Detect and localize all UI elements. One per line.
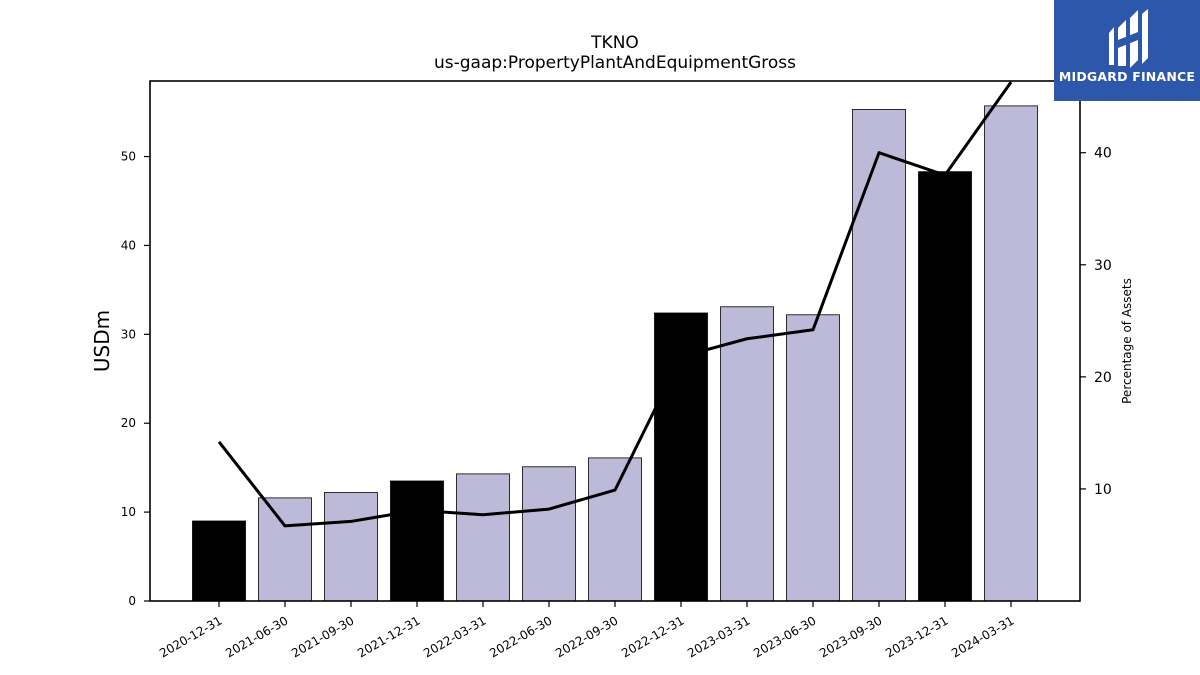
bar-2021-09-30 [324, 492, 378, 602]
bar-2023-03-31 [720, 306, 774, 602]
x-tick-label: 2021-06-30 [223, 613, 290, 660]
y-axis-label: USDm [90, 310, 114, 372]
bar-2022-03-31 [456, 473, 510, 602]
bar-2022-12-31 [654, 312, 708, 602]
y-tick-label: 10 [121, 505, 136, 519]
chart-subtitle: us-gaap:PropertyPlantAndEquipmentGross [434, 53, 796, 73]
y-tick-label: 50 [121, 150, 136, 164]
bar-2022-09-30 [588, 457, 642, 602]
x-tick-label: 2022-06-30 [487, 613, 554, 660]
x-tick-label: 2021-12-31 [355, 613, 422, 660]
y2-axis-label: Percentage of Assets [1120, 278, 1134, 404]
y-tick-label: 40 [121, 238, 136, 252]
y2-tick-label: 40 [1094, 146, 1112, 162]
bar-2022-06-30 [522, 466, 576, 602]
bar-2023-09-30 [852, 109, 906, 602]
y-tick-label: 0 [128, 594, 136, 608]
y2-tick-label: 10 [1094, 482, 1112, 498]
midgard-finance-logo: MIDGARD FINANCE [1054, 0, 1200, 101]
logo-mark-icon [1109, 9, 1148, 68]
x-tick-label: 2023-12-31 [883, 613, 950, 660]
bar-2024-03-31 [984, 105, 1038, 602]
bar-2023-06-30 [786, 314, 840, 602]
x-tick-label: 2022-12-31 [619, 613, 686, 660]
x-tick-label: 2024-03-31 [949, 613, 1016, 660]
x-tick-label: 2023-09-30 [817, 613, 884, 660]
bar-group [192, 105, 1038, 602]
y-tick-label: 20 [121, 416, 136, 430]
x-tick-label: 2022-09-30 [553, 613, 620, 660]
logo-text: MIDGARD FINANCE [1058, 69, 1196, 84]
percentage-of-assets-line [217, 81, 1013, 528]
x-tick-label: 2022-03-31 [421, 613, 488, 660]
x-tick-label: 2020-12-31 [157, 613, 224, 660]
y2-tick-label: 30 [1094, 258, 1112, 274]
x-tick-label: 2021-09-30 [289, 613, 356, 660]
bar-2020-12-31 [192, 520, 246, 602]
x-tick-label: 2023-06-30 [751, 613, 818, 660]
chart-title: TKNO [590, 33, 639, 53]
y2-tick-label: 20 [1094, 370, 1112, 386]
y-tick-label: 30 [121, 327, 136, 341]
bar-2021-12-31 [390, 480, 444, 602]
x-tick-label: 2023-03-31 [685, 613, 752, 660]
bar-2023-12-31 [918, 171, 972, 602]
percentage-line-group [217, 81, 1013, 528]
bar-2021-06-30 [258, 497, 312, 602]
